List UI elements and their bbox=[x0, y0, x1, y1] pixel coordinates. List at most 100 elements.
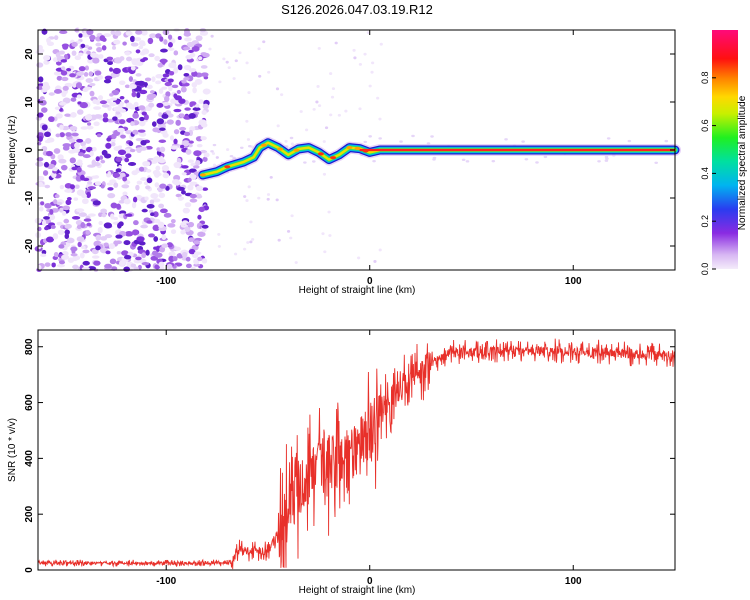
spectrogram-noise-cell bbox=[132, 129, 139, 135]
spectrogram-noise-cell bbox=[177, 196, 184, 201]
spectrogram-noise-cell bbox=[82, 154, 91, 159]
spectrogram-noise-cell bbox=[83, 86, 92, 90]
spectrogram-noise-cell bbox=[376, 96, 380, 100]
spectrogram-noise-cell bbox=[193, 165, 200, 169]
spectrogram-noise-cell bbox=[312, 108, 316, 111]
spectrogram-noise-cell bbox=[166, 119, 174, 125]
spectrogram-noise-cell bbox=[182, 220, 189, 224]
spectrogram-noise-cell bbox=[71, 132, 79, 137]
spectrogram-noise-cell bbox=[99, 100, 108, 105]
spectrogram-noise-cell bbox=[156, 102, 164, 108]
spectrogram-noise-cell bbox=[149, 199, 155, 205]
spectrogram-noise-cell bbox=[370, 70, 374, 74]
spectrogram-noise-cell bbox=[87, 181, 93, 185]
spectrogram-noise-cell bbox=[71, 50, 77, 56]
spectrogram-noise-cell bbox=[330, 95, 335, 99]
spectrogram-noise-cell bbox=[125, 153, 132, 159]
spectrogram-noise-cell bbox=[58, 260, 66, 265]
spectrogram-noise-cell bbox=[188, 237, 195, 242]
spectrogram-noise-cell bbox=[327, 210, 331, 214]
spectrogram-noise-cell bbox=[316, 85, 320, 88]
spectrogram-noise-cell bbox=[77, 152, 85, 157]
spectrogram-noise-cell bbox=[44, 262, 51, 267]
spectrogram-noise-cell bbox=[170, 218, 176, 224]
spectrogram-y-label: Frequency (Hz) bbox=[7, 116, 18, 185]
spectrogram-noise-cell bbox=[245, 199, 249, 202]
spectrogram-noise-cell bbox=[106, 137, 112, 142]
spectrogram-noise-cell bbox=[187, 184, 194, 191]
spectrogram-noise-cell bbox=[276, 124, 280, 128]
spectrogram-noise-cell bbox=[55, 133, 61, 138]
spectrogram-noise-cell bbox=[154, 172, 160, 178]
spectrogram-noise-cell bbox=[81, 198, 89, 205]
spectrogram-noise-cell bbox=[266, 193, 271, 196]
spectrogram-noise-cell bbox=[108, 243, 116, 250]
spectrogram-noise-cell bbox=[82, 177, 90, 182]
spectrogram-noise-cell bbox=[189, 101, 197, 106]
spectrogram-noise-cell bbox=[117, 145, 123, 149]
snr-frame bbox=[37, 329, 676, 571]
spectrogram-noise-cell bbox=[62, 205, 71, 211]
spectrogram-noise-cell bbox=[37, 181, 44, 188]
spectrogram-noise-cell bbox=[267, 70, 271, 74]
spectrogram-noise-cell bbox=[303, 161, 307, 164]
spectrogram-noise-cell bbox=[148, 53, 155, 58]
spectrogram-noise-cell bbox=[99, 155, 104, 160]
spectrogram-noise-cell bbox=[74, 142, 80, 149]
spectrogram-noise-cell bbox=[85, 229, 91, 235]
spectrogram-noise-cell bbox=[56, 75, 63, 81]
spectrogram-noise-cell bbox=[43, 54, 51, 61]
snr-x-tick-label: 0 bbox=[367, 576, 373, 587]
spectrogram-noise-cell bbox=[368, 135, 372, 138]
spectrogram-noise-cell bbox=[317, 104, 322, 107]
spectrogram-noise-cell bbox=[379, 42, 383, 46]
spectrogram-noise-cell bbox=[225, 60, 229, 64]
spectrogram-noise-cell bbox=[80, 43, 86, 48]
spectrogram-noise-cell bbox=[92, 200, 101, 206]
spectrogram-noise-cell bbox=[154, 182, 160, 188]
spectrogram-noise-cell bbox=[73, 197, 79, 201]
spectrogram-noise-cell bbox=[68, 149, 76, 154]
spectrogram-noise-cell bbox=[85, 125, 94, 130]
spectrogram-noise-cell bbox=[107, 193, 116, 199]
spectrogram-noise-cell bbox=[143, 114, 149, 121]
spectrogram-noise-cell bbox=[85, 78, 94, 83]
spectrogram-noise-cell bbox=[352, 48, 356, 52]
spectrogram-noise-cell bbox=[246, 138, 251, 141]
spectrogram-noise-cell bbox=[72, 264, 79, 270]
spectrogram-noise-cell bbox=[191, 45, 200, 52]
spectrogram-noise-cell bbox=[125, 31, 133, 36]
spectrogram-noise-cell bbox=[194, 237, 202, 242]
spectrogram-noise-cell bbox=[166, 113, 174, 118]
spectrogram-noise-cell bbox=[212, 143, 217, 147]
spectrogram-noise-cell bbox=[249, 240, 253, 244]
spectrogram-noise-cell bbox=[504, 138, 508, 141]
colorbar-tick-label: 0.0 bbox=[700, 263, 710, 276]
spectrogram-hot-spot bbox=[224, 165, 231, 169]
spectrogram-noise-cell bbox=[115, 168, 122, 173]
spectrogram-noise-cell bbox=[286, 229, 291, 233]
spectrogram-noise-cell bbox=[87, 58, 94, 64]
spectrogram-noise-cell bbox=[61, 76, 69, 82]
spectrogram-noise-cell bbox=[312, 160, 316, 163]
spectrogram-noise-cell bbox=[98, 54, 104, 59]
spectrogram-noise-cell bbox=[71, 166, 78, 171]
spectrogram-noise-cell bbox=[461, 158, 466, 162]
spectrogram-noise-cell bbox=[37, 244, 42, 250]
snr-y-tick-label: 200 bbox=[24, 505, 35, 522]
spectrogram-noise-cell bbox=[76, 71, 85, 76]
spectrogram-noise-cell bbox=[87, 164, 96, 168]
spectrogram-noise-cell bbox=[180, 230, 186, 235]
spectrogram-noise-cell bbox=[140, 139, 147, 146]
spectrogram-noise-cell bbox=[197, 231, 206, 237]
spectrogram-noise-cell bbox=[378, 137, 382, 140]
spectrogram-noise-cell bbox=[69, 73, 76, 78]
spectrogram-noise-cell bbox=[131, 91, 137, 98]
spectrogram-noise-cell bbox=[43, 216, 50, 220]
spectrogram-noise-cell bbox=[125, 130, 133, 135]
spectrogram-noise-cell bbox=[187, 177, 192, 182]
spectrogram-noise-cell bbox=[130, 121, 135, 127]
spectrogram-noise-cell bbox=[78, 66, 86, 72]
spectrogram-noise-cell bbox=[266, 197, 270, 201]
spectrogram-noise-cell bbox=[85, 137, 92, 144]
